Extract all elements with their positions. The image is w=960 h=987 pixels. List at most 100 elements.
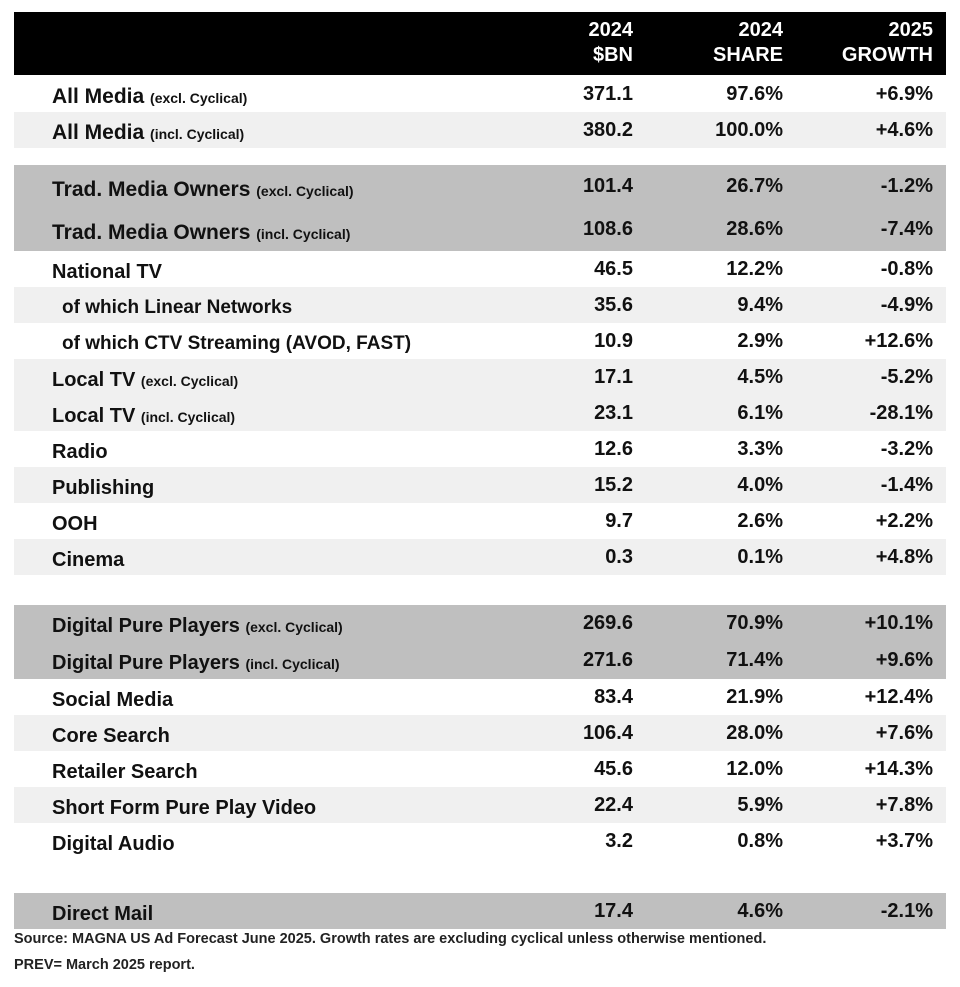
row-label-text: Local TV [52, 405, 136, 427]
prev-note: PREV= March 2025 report. [14, 957, 195, 973]
value-2024-share: 5.9% [737, 794, 783, 816]
value-2025-growth: -2.1% [880, 900, 933, 922]
value-2025-growth: +4.8% [875, 546, 933, 568]
value-2025-growth: +2.2% [875, 510, 933, 532]
value-2025-growth: +14.3% [864, 758, 933, 780]
row-label: All Media (incl. Cyclical) [52, 115, 244, 152]
value-2024-bn: 15.2 [594, 474, 633, 496]
value-2024-bn: 101.4 [582, 175, 633, 197]
value-2025-growth: -28.1% [869, 402, 933, 424]
row-qualifier: (incl. Cyclical) [256, 226, 351, 242]
value-2025-growth: +12.4% [864, 686, 933, 708]
value-2024-bn: 9.7 [605, 510, 633, 532]
row-label: Short Form Pure Play Video [52, 790, 316, 826]
table-row: National TV 46.5 12.2% -0.8% [14, 251, 946, 287]
row-label: Cinema [52, 542, 124, 578]
table-row: Digital Pure Players (incl. Cyclical) 271… [14, 642, 946, 679]
value-2024-bn: 46.5 [594, 258, 633, 280]
table-row: Retailer Search 45.6 12.0% +14.3% [14, 751, 946, 787]
table-row: Digital Audio 3.2 0.8% +3.7% [14, 823, 946, 859]
row-label-text: All Media [52, 85, 145, 108]
value-2025-growth: -0.8% [880, 258, 933, 280]
row-label-text: Retailer Search [52, 761, 198, 783]
header-line: $BN [592, 44, 633, 66]
value-2024-bn: 83.4 [594, 686, 633, 708]
value-2025-growth: +9.6% [875, 649, 933, 671]
row-label: All Media (excl. Cyclical) [52, 79, 247, 116]
value-2024-bn: 17.1 [594, 366, 633, 388]
row-label-text: Core Search [52, 725, 170, 747]
header-2024-bn: 2024 $BN [589, 18, 634, 68]
row-qualifier: (incl. Cyclical) [245, 656, 340, 672]
row-label-text: National TV [52, 261, 163, 283]
row-label: Digital Pure Players (excl. Cyclical) [52, 608, 343, 646]
value-2024-share: 3.3% [737, 438, 783, 460]
value-2025-growth: -4.9% [880, 294, 933, 316]
row-label: Social Media [52, 682, 173, 718]
value-2024-share: 9.4% [737, 294, 783, 316]
header-line: GROWTH [841, 44, 933, 66]
value-2024-bn: 10.9 [594, 330, 633, 352]
table-row: Direct Mail 17.4 4.6% -2.1% [14, 893, 946, 929]
header-line: 2024 [588, 19, 634, 41]
value-2024-share: 2.9% [737, 330, 783, 352]
row-label-text: Short Form Pure Play Video [52, 797, 317, 819]
value-2024-bn: 3.2 [605, 830, 633, 852]
row-label-text: Radio [52, 441, 108, 463]
row-label-text: Publishing [52, 477, 155, 499]
value-2024-bn: 106.4 [582, 722, 633, 744]
value-2024-bn: 269.6 [582, 612, 633, 634]
value-2024-bn: 0.3 [605, 546, 633, 568]
row-qualifier: (excl. Cyclical) [256, 183, 354, 199]
table-row: Core Search 106.4 28.0% +7.6% [14, 715, 946, 751]
row-qualifier: (excl. Cyclical) [140, 373, 239, 389]
value-2025-growth: +7.8% [875, 794, 933, 816]
table-row: Local TV (excl. Cyclical) 17.1 4.5% -5.2% [14, 359, 946, 395]
value-2024-share: 6.1% [737, 402, 783, 424]
table-row: Trad. Media Owners (incl. Cyclical) 108.6… [14, 208, 946, 251]
value-2025-growth: +3.7% [875, 830, 933, 852]
table-row: All Media (excl. Cyclical) 371.1 97.6% +6.9… [14, 76, 946, 112]
row-qualifier: (excl. Cyclical) [150, 90, 248, 106]
value-2024-share: 4.5% [737, 366, 783, 388]
header-line: 2025 [888, 19, 934, 41]
row-label-text: Trad. Media Owners [52, 178, 251, 201]
table-row: Publishing 15.2 4.0% -1.4% [14, 467, 946, 503]
table-row: OOH 9.7 2.6% +2.2% [14, 503, 946, 539]
row-label-text: Local TV [52, 369, 136, 391]
table-row: Cinema 0.3 0.1% +4.8% [14, 539, 946, 575]
row-label: Local TV (excl. Cyclical) [52, 362, 238, 399]
row-label: Trad. Media Owners (incl. Cyclical) [52, 211, 350, 256]
value-2025-growth: +10.1% [864, 612, 933, 634]
row-label: Radio [52, 434, 108, 470]
value-2024-share: 21.9% [726, 686, 783, 708]
value-2024-bn: 271.6 [582, 649, 633, 671]
row-qualifier: (excl. Cyclical) [245, 619, 343, 635]
row-label-text: All Media [52, 121, 145, 144]
row-label: OOH [52, 506, 98, 542]
header-line: SHARE [712, 44, 783, 66]
header-line: 2024 [738, 19, 784, 41]
header-2025-growth: 2025 GROWTH [842, 18, 933, 68]
row-label: Direct Mail [52, 896, 153, 932]
row-label-text: OOH [52, 513, 98, 535]
value-2024-share: 12.2% [726, 258, 783, 280]
table-row: All Media (incl. Cyclical) 380.2 100.0% +4.… [14, 112, 946, 148]
value-2024-bn: 17.4 [594, 900, 633, 922]
value-2025-growth: -1.4% [880, 474, 933, 496]
value-2025-growth: -1.2% [880, 175, 933, 197]
value-2024-share: 70.9% [726, 612, 783, 634]
header-2024-share: 2024 SHARE [713, 18, 783, 68]
value-2024-bn: 108.6 [582, 218, 633, 240]
table-row: of which CTV Streaming (AVOD, FAST) 10.9 2… [14, 323, 946, 359]
row-label: Publishing [52, 470, 154, 506]
value-2024-bn: 23.1 [594, 402, 633, 424]
row-label-text: of which CTV Streaming (AVOD, FAST) [62, 333, 412, 354]
value-2024-share: 4.0% [737, 474, 783, 496]
row-label-text: Social Media [52, 689, 174, 711]
value-2024-share: 100.0% [715, 119, 783, 141]
table-row: Short Form Pure Play Video 22.4 5.9% +7.8% [14, 787, 946, 823]
value-2025-growth: +12.6% [864, 330, 933, 352]
value-2025-growth: -5.2% [880, 366, 933, 388]
row-label-text: Cinema [52, 549, 125, 571]
